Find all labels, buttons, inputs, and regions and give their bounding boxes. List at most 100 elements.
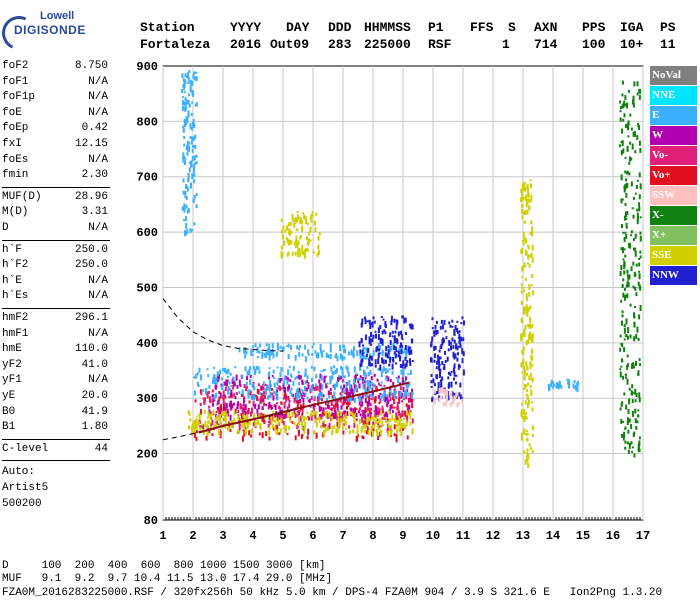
echo-point [193, 376, 196, 379]
echo-point [632, 432, 635, 437]
echo-point [312, 410, 315, 417]
echo-point [636, 215, 639, 221]
echo-point [182, 83, 185, 88]
echo-point [431, 317, 434, 321]
echo-point [407, 346, 410, 353]
echo-point [306, 236, 309, 241]
echo-point [324, 369, 327, 372]
echo-point [186, 117, 189, 124]
echo-point [195, 418, 198, 422]
echo-point [193, 173, 196, 177]
echo-point [296, 228, 299, 232]
echo-point [269, 419, 272, 425]
echo-point [192, 75, 195, 79]
echo-point [321, 392, 324, 398]
echo-point [531, 226, 534, 231]
echo-point [568, 380, 571, 385]
echo-point [187, 110, 190, 117]
echo-point [267, 405, 270, 410]
echo-point [219, 436, 222, 439]
echo-point [335, 352, 338, 358]
echo-point [361, 381, 364, 384]
echo-point [334, 402, 337, 408]
echo-point [621, 104, 624, 109]
echo-point [628, 418, 631, 423]
echo-point [523, 332, 526, 336]
echo-point [190, 140, 193, 145]
echo-point [529, 361, 532, 366]
echo-point [195, 193, 198, 197]
legend-item: NNW [650, 266, 697, 286]
echo-point [268, 402, 271, 408]
echo-point [189, 79, 192, 85]
echo-point [385, 396, 388, 402]
echo-point [621, 375, 624, 380]
echo-point [339, 344, 342, 351]
echo-point [333, 365, 336, 369]
echo-point [381, 351, 384, 356]
echo-point [401, 400, 404, 403]
echo-point [364, 423, 367, 429]
echo-point [436, 374, 439, 380]
echo-point [301, 426, 304, 430]
echo-point [624, 376, 627, 379]
echo-point [387, 423, 390, 428]
echo-point [367, 430, 370, 436]
echo-point [341, 415, 344, 421]
echo-point [244, 411, 247, 416]
echo-point [360, 396, 363, 403]
x-tick-label: 12 [486, 529, 500, 543]
echo-point [187, 99, 190, 104]
echo-point [304, 392, 307, 396]
echo-point [275, 429, 278, 434]
echo-point [527, 399, 530, 405]
echo-point [364, 387, 367, 392]
echo-point [343, 398, 346, 404]
echo-point [626, 363, 629, 368]
echo-point [280, 387, 283, 390]
echo-point [638, 273, 641, 280]
echo-point [353, 398, 356, 404]
x-tick-label: 3 [219, 529, 226, 543]
echo-point [520, 411, 523, 417]
echo-point [621, 310, 624, 314]
echo-point [189, 85, 192, 91]
echo-point [187, 425, 190, 430]
echo-point [365, 390, 368, 394]
echo-point [195, 436, 198, 441]
echo-point [447, 348, 450, 352]
echo-point [363, 379, 366, 383]
echo-point [449, 372, 452, 376]
echo-point [531, 337, 534, 340]
echo-point [403, 380, 406, 385]
echo-point [622, 421, 625, 424]
echo-point [629, 303, 632, 307]
echo-point [623, 248, 626, 251]
echo-point [268, 348, 271, 355]
echo-point [227, 421, 230, 425]
echo-point [296, 412, 299, 415]
echo-point [434, 329, 437, 333]
echo-point [186, 140, 189, 144]
echo-point [194, 419, 197, 426]
echo-point [211, 419, 214, 425]
echo-point [268, 417, 271, 421]
echo-point [627, 120, 630, 126]
echo-point [531, 230, 534, 237]
echo-point [394, 330, 397, 334]
echo-point [521, 208, 524, 214]
echo-point [626, 170, 629, 174]
echo-point [206, 425, 209, 432]
echo-point [370, 382, 373, 386]
echo-point [405, 410, 408, 416]
x-tick-label: 5 [279, 529, 286, 543]
echo-point [623, 327, 626, 334]
echo-point [523, 306, 526, 310]
echo-point [329, 347, 332, 353]
echo-point [311, 384, 314, 390]
echo-point [294, 377, 297, 381]
echo-point [626, 145, 629, 150]
echo-point [358, 383, 361, 389]
x-tick-label: 15 [576, 529, 590, 543]
echo-point [520, 290, 523, 294]
